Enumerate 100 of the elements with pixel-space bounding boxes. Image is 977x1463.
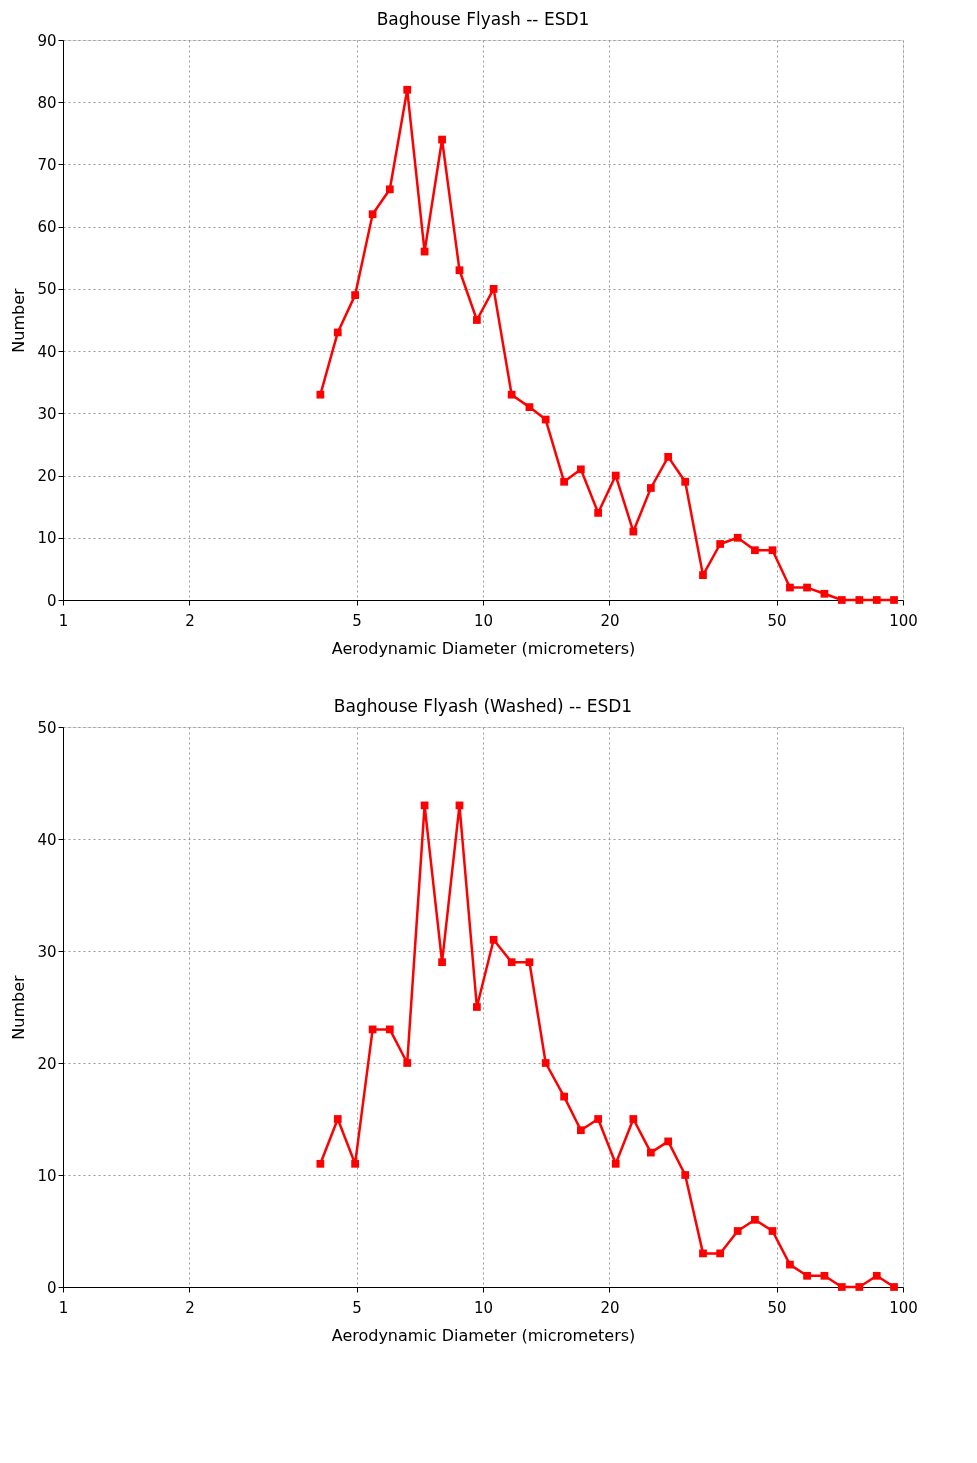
x-tick-label: 1 <box>58 1298 69 1317</box>
point <box>333 328 342 337</box>
point <box>560 1092 568 1101</box>
y-axis-title: Number <box>9 974 29 1040</box>
point <box>716 540 725 548</box>
point <box>629 527 638 536</box>
point <box>403 1059 412 1067</box>
point <box>576 1126 585 1135</box>
point <box>473 1003 481 1011</box>
point <box>855 596 864 604</box>
x-axis-title: Aerodynamic Diameter (micrometers) <box>331 638 636 658</box>
x-tick-label: 50 <box>767 1298 787 1317</box>
point <box>837 596 846 604</box>
x-tick-label: 20 <box>600 611 620 630</box>
point <box>489 285 498 293</box>
y-tick-label: 0 <box>46 1278 57 1297</box>
point <box>316 1159 325 1168</box>
point <box>438 958 446 967</box>
y-tick-label: 90 <box>37 31 57 50</box>
y-tick-label: 20 <box>37 1054 57 1073</box>
point <box>541 415 550 424</box>
point <box>768 546 777 555</box>
point <box>786 583 794 592</box>
y-tick-label: 30 <box>37 404 57 423</box>
point <box>333 1115 342 1123</box>
point <box>664 1137 673 1146</box>
point <box>316 390 325 399</box>
point <box>611 471 620 480</box>
point <box>351 291 359 299</box>
point <box>646 1148 655 1157</box>
point <box>507 958 516 967</box>
point <box>594 1115 603 1123</box>
chart-title: Baghouse Flyash (Washed) -- ESD1 <box>333 696 633 716</box>
point <box>699 1249 707 1258</box>
point <box>455 266 464 275</box>
x-tick-label: 100 <box>889 1298 918 1317</box>
point <box>890 596 898 604</box>
x-tick-label: 10 <box>473 611 494 630</box>
point <box>576 465 585 474</box>
y-tick-label: 50 <box>37 718 57 737</box>
point <box>646 484 655 492</box>
x-tick-label: 2 <box>185 611 195 630</box>
point <box>629 1115 638 1123</box>
point <box>385 1025 394 1034</box>
point <box>385 185 394 194</box>
point <box>489 935 498 944</box>
y-axis-title: Number <box>9 287 29 353</box>
point <box>611 1159 620 1168</box>
point <box>820 1271 829 1280</box>
y-tick-label: 10 <box>37 529 57 548</box>
x-tick-label: 2 <box>185 1298 195 1317</box>
point <box>803 583 811 592</box>
point <box>351 1159 359 1168</box>
point <box>768 1227 777 1235</box>
point <box>525 403 534 411</box>
point <box>681 1171 690 1179</box>
y-tick-label: 40 <box>37 342 57 361</box>
point <box>837 1283 846 1291</box>
point <box>803 1271 811 1280</box>
x-tick-label: 5 <box>352 1298 362 1317</box>
point <box>733 1227 742 1235</box>
point <box>541 1059 550 1067</box>
point <box>872 596 881 604</box>
y-tick-label: 30 <box>37 942 57 961</box>
point <box>560 477 568 486</box>
point <box>716 1249 725 1258</box>
point <box>751 1215 759 1224</box>
y-tick-label: 70 <box>37 155 57 174</box>
y-tick-label: 40 <box>37 830 57 849</box>
x-tick-label: 20 <box>600 1298 620 1317</box>
point <box>872 1271 881 1280</box>
x-tick-label: 1 <box>58 611 69 630</box>
x-axis-title: Aerodynamic Diameter (micrometers) <box>331 1325 636 1345</box>
point <box>733 533 742 542</box>
point <box>368 210 377 219</box>
point <box>699 571 707 579</box>
x-tick-label: 50 <box>767 611 787 630</box>
y-tick-label: 10 <box>37 1166 57 1185</box>
point <box>681 477 690 486</box>
point <box>855 1283 864 1291</box>
x-tick-label: 5 <box>352 611 362 630</box>
x-tick-label: 100 <box>889 611 918 630</box>
y-tick-label: 0 <box>46 591 57 610</box>
y-tick-label: 60 <box>37 218 57 237</box>
point <box>403 85 412 94</box>
point <box>751 546 759 555</box>
point <box>507 390 516 399</box>
point <box>473 316 481 324</box>
y-tick-label: 80 <box>37 93 57 112</box>
point <box>438 135 446 144</box>
y-tick-label: 20 <box>37 467 57 486</box>
chart-title: Baghouse Flyash -- ESD1 <box>376 9 590 29</box>
y-tick-label: 50 <box>37 280 57 299</box>
x-tick-label: 10 <box>473 1298 494 1317</box>
point <box>890 1283 898 1291</box>
point <box>786 1260 794 1269</box>
point <box>820 589 829 598</box>
point <box>594 509 603 517</box>
point <box>525 958 534 967</box>
point <box>664 453 673 461</box>
